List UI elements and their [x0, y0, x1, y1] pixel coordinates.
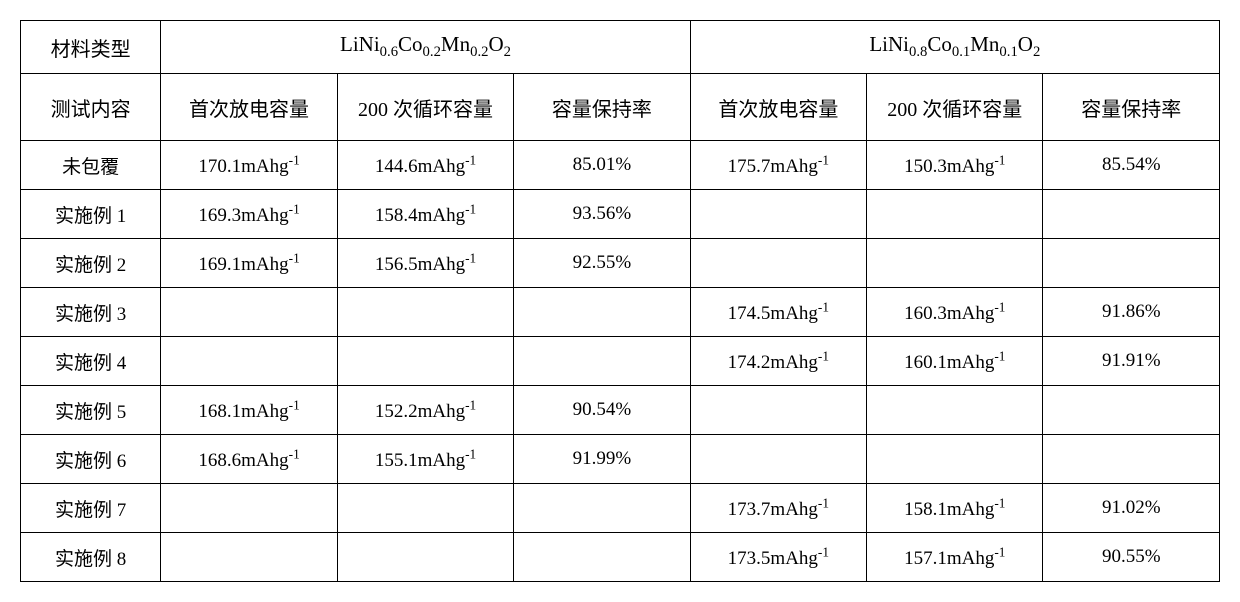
cell-a2: 158.4mAhg-1 [337, 190, 513, 239]
cell-b1: 174.2mAhg-1 [690, 337, 866, 386]
cell-b1: 175.7mAhg-1 [690, 141, 866, 190]
cell-a1 [161, 533, 337, 582]
cell-b2: 158.1mAhg-1 [867, 484, 1043, 533]
row-label: 实施例 2 [21, 239, 161, 288]
col-b-retention: 容量保持率 [1043, 74, 1220, 141]
cell-a3: 90.54% [514, 386, 690, 435]
cell-b1 [690, 190, 866, 239]
cell-b2: 150.3mAhg-1 [867, 141, 1043, 190]
header-row-materials: 材料类型 LiNi0.6Co0.2Mn0.2O2 LiNi0.8Co0.1Mn0… [21, 21, 1220, 74]
material-a-formula: LiNi0.6Co0.2Mn0.2O2 [161, 21, 690, 74]
row-label: 实施例 3 [21, 288, 161, 337]
cell-b1: 174.5mAhg-1 [690, 288, 866, 337]
col-a-retention: 容量保持率 [514, 74, 690, 141]
row-label: 实施例 5 [21, 386, 161, 435]
cell-a2 [337, 484, 513, 533]
header-row-tests: 测试内容 首次放电容量 200 次循环容量 容量保持率 首次放电容量 200 次… [21, 74, 1220, 141]
cell-a1: 169.3mAhg-1 [161, 190, 337, 239]
cell-a2: 156.5mAhg-1 [337, 239, 513, 288]
cell-b2 [867, 239, 1043, 288]
table-row: 实施例 4 174.2mAhg-1160.1mAhg-191.91% [21, 337, 1220, 386]
table-row: 实施例 7 173.7mAhg-1158.1mAhg-191.02% [21, 484, 1220, 533]
cell-b1: 173.7mAhg-1 [690, 484, 866, 533]
table-row: 实施例 6168.6mAhg-1155.1mAhg-191.99% [21, 435, 1220, 484]
cell-a1: 169.1mAhg-1 [161, 239, 337, 288]
cell-b1 [690, 435, 866, 484]
cell-b3: 91.02% [1043, 484, 1220, 533]
material-type-label: 材料类型 [21, 21, 161, 74]
table-row: 实施例 5168.1mAhg-1152.2mAhg-190.54% [21, 386, 1220, 435]
cell-b2 [867, 190, 1043, 239]
cell-a2 [337, 288, 513, 337]
materials-comparison-table: 材料类型 LiNi0.6Co0.2Mn0.2O2 LiNi0.8Co0.1Mn0… [20, 20, 1220, 582]
table-row: 实施例 2169.1mAhg-1156.5mAhg-192.55% [21, 239, 1220, 288]
table-row: 未包覆170.1mAhg-1144.6mAhg-185.01%175.7mAhg… [21, 141, 1220, 190]
col-a-first-discharge: 首次放电容量 [161, 74, 337, 141]
cell-a1: 170.1mAhg-1 [161, 141, 337, 190]
cell-b2: 157.1mAhg-1 [867, 533, 1043, 582]
material-b-formula: LiNi0.8Co0.1Mn0.1O2 [690, 21, 1219, 74]
row-label: 实施例 6 [21, 435, 161, 484]
cell-a3 [514, 288, 690, 337]
cell-b3: 90.55% [1043, 533, 1220, 582]
cell-a3: 93.56% [514, 190, 690, 239]
row-label: 未包覆 [21, 141, 161, 190]
row-label: 实施例 7 [21, 484, 161, 533]
cell-a1 [161, 484, 337, 533]
cell-b1 [690, 386, 866, 435]
cell-b3 [1043, 435, 1220, 484]
cell-b3 [1043, 239, 1220, 288]
cell-b1 [690, 239, 866, 288]
col-a-200-cycle: 200 次循环容量 [337, 74, 513, 141]
table-row: 实施例 8 173.5mAhg-1157.1mAhg-190.55% [21, 533, 1220, 582]
cell-a2 [337, 337, 513, 386]
cell-a2: 155.1mAhg-1 [337, 435, 513, 484]
table-row: 实施例 3 174.5mAhg-1160.3mAhg-191.86% [21, 288, 1220, 337]
cell-a1: 168.1mAhg-1 [161, 386, 337, 435]
col-b-first-discharge: 首次放电容量 [690, 74, 866, 141]
table-row: 实施例 1169.3mAhg-1158.4mAhg-193.56% [21, 190, 1220, 239]
cell-a3: 85.01% [514, 141, 690, 190]
cell-b2 [867, 435, 1043, 484]
cell-a3 [514, 533, 690, 582]
cell-b1: 173.5mAhg-1 [690, 533, 866, 582]
row-label: 实施例 4 [21, 337, 161, 386]
cell-b3 [1043, 190, 1220, 239]
cell-a3: 92.55% [514, 239, 690, 288]
cell-a3: 91.99% [514, 435, 690, 484]
test-content-label: 测试内容 [21, 74, 161, 141]
cell-b2: 160.1mAhg-1 [867, 337, 1043, 386]
cell-a1: 168.6mAhg-1 [161, 435, 337, 484]
col-b-200-cycle: 200 次循环容量 [867, 74, 1043, 141]
cell-a2: 144.6mAhg-1 [337, 141, 513, 190]
cell-a2 [337, 533, 513, 582]
cell-b3: 91.86% [1043, 288, 1220, 337]
cell-a3 [514, 337, 690, 386]
cell-b3 [1043, 386, 1220, 435]
cell-a1 [161, 337, 337, 386]
cell-a1 [161, 288, 337, 337]
cell-b2: 160.3mAhg-1 [867, 288, 1043, 337]
cell-a2: 152.2mAhg-1 [337, 386, 513, 435]
cell-b3: 85.54% [1043, 141, 1220, 190]
cell-b2 [867, 386, 1043, 435]
row-label: 实施例 1 [21, 190, 161, 239]
cell-b3: 91.91% [1043, 337, 1220, 386]
row-label: 实施例 8 [21, 533, 161, 582]
cell-a3 [514, 484, 690, 533]
